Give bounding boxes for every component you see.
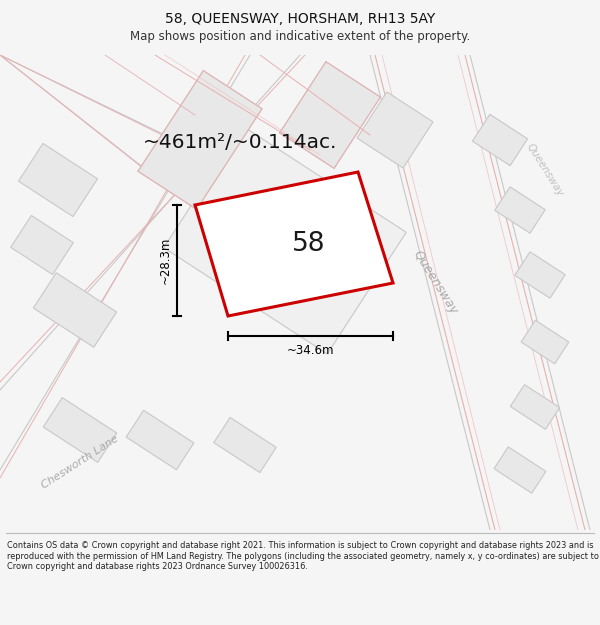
Polygon shape bbox=[511, 384, 560, 429]
Polygon shape bbox=[357, 92, 433, 168]
Polygon shape bbox=[521, 320, 569, 364]
Text: ~28.3m: ~28.3m bbox=[159, 237, 172, 284]
Polygon shape bbox=[494, 447, 546, 493]
Polygon shape bbox=[138, 71, 262, 209]
Text: Map shows position and indicative extent of the property.: Map shows position and indicative extent… bbox=[130, 30, 470, 43]
Polygon shape bbox=[164, 126, 406, 354]
Text: ~34.6m: ~34.6m bbox=[287, 344, 334, 357]
Polygon shape bbox=[126, 410, 194, 470]
Polygon shape bbox=[195, 172, 393, 316]
Text: 58: 58 bbox=[292, 231, 325, 257]
Polygon shape bbox=[43, 398, 117, 462]
Text: Chesworth Lane: Chesworth Lane bbox=[40, 433, 121, 491]
Text: ~461m²/~0.114ac.: ~461m²/~0.114ac. bbox=[143, 132, 337, 151]
Polygon shape bbox=[214, 418, 276, 472]
Polygon shape bbox=[495, 187, 545, 233]
Polygon shape bbox=[19, 143, 98, 217]
Text: Queensway: Queensway bbox=[410, 248, 460, 316]
Text: 58, QUEENSWAY, HORSHAM, RH13 5AY: 58, QUEENSWAY, HORSHAM, RH13 5AY bbox=[165, 12, 435, 26]
Polygon shape bbox=[34, 272, 116, 348]
Polygon shape bbox=[11, 216, 73, 274]
Text: Contains OS data © Crown copyright and database right 2021. This information is : Contains OS data © Crown copyright and d… bbox=[7, 541, 599, 571]
Polygon shape bbox=[515, 252, 565, 298]
Polygon shape bbox=[280, 62, 380, 168]
Text: Queensway: Queensway bbox=[525, 142, 565, 198]
Polygon shape bbox=[472, 114, 527, 166]
